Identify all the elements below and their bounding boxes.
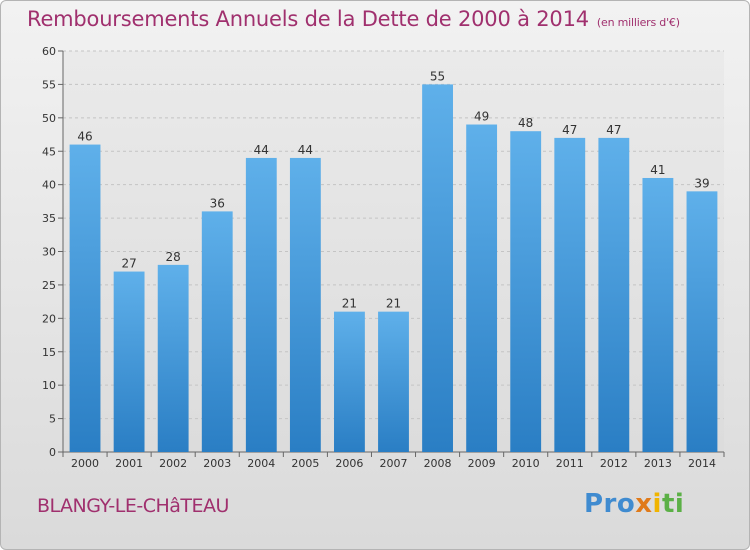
bar-2004 — [245, 157, 277, 452]
bar-2001 — [113, 271, 145, 452]
y-tick-label: 35 — [42, 212, 56, 225]
x-tick-label: 2013 — [644, 457, 672, 470]
data-label-2010: 48 — [518, 116, 533, 130]
y-tick-label: 60 — [42, 45, 56, 58]
x-tick-label: 2004 — [247, 457, 275, 470]
data-labels: 46 27 28 36 44 44 21 21 55 49 48 47 47 41 39 — [77, 69, 709, 310]
bar-2012 — [598, 137, 630, 452]
bars — [69, 84, 718, 453]
bar-2014 — [686, 191, 718, 452]
bar-2002 — [157, 264, 189, 452]
data-label-2001: 27 — [121, 257, 136, 271]
y-tick-label: 15 — [42, 346, 56, 359]
bar-2003 — [201, 211, 233, 452]
x-tick-label: 2010 — [512, 457, 540, 470]
data-label-2007: 21 — [386, 297, 401, 311]
data-label-2000: 46 — [77, 130, 92, 144]
x-tick-label: 2001 — [115, 457, 143, 470]
bar-2009 — [466, 124, 498, 453]
bar-2005 — [289, 157, 321, 452]
data-label-2008: 55 — [430, 69, 445, 83]
y-tick-label: 40 — [42, 179, 56, 192]
bar-2000 — [69, 144, 101, 453]
bar-2013 — [642, 177, 674, 452]
x-tick-label: 2007 — [380, 457, 408, 470]
chart-title: Remboursements Annuels de la Dette de 20… — [27, 7, 680, 31]
y-tick-label: 25 — [42, 279, 56, 292]
data-label-2009: 49 — [474, 110, 489, 124]
data-label-2011: 47 — [562, 123, 577, 137]
data-label-2006: 21 — [342, 297, 357, 311]
y-tick-label: 45 — [42, 145, 56, 158]
chart-subtitle: (en milliers d'€) — [596, 16, 680, 29]
x-tick-label: 2002 — [159, 457, 187, 470]
y-tick-label: 20 — [42, 312, 56, 325]
y-tick-label: 5 — [49, 413, 56, 426]
data-label-2014: 39 — [694, 176, 709, 190]
x-tick-label: 2008 — [424, 457, 452, 470]
proxiti-logo: Proxiti — [584, 489, 684, 519]
data-label-2002: 28 — [166, 250, 181, 264]
bar-2008 — [422, 84, 453, 453]
chart-title-text: Remboursements Annuels de la Dette de 20… — [27, 7, 589, 31]
y-tick-label: 55 — [42, 78, 56, 91]
x-tick-label: 2009 — [468, 457, 496, 470]
bar-2006 — [334, 311, 365, 452]
bar-chart: 0 5 10 15 20 25 30 35 40 45 50 55 60 2000 2001 2002 2003… — [42, 45, 725, 470]
data-label-2012: 47 — [606, 123, 621, 137]
bar-2011 — [554, 137, 586, 452]
y-tick-label: 10 — [42, 379, 56, 392]
commune-name: BLANGY-LE-CHâTEAU — [37, 495, 229, 517]
x-tick-label: 2011 — [556, 457, 584, 470]
y-tick-label: 0 — [49, 446, 56, 459]
data-label-2004: 44 — [254, 143, 269, 157]
data-label-2003: 36 — [210, 196, 225, 210]
logo-part-4: ti — [661, 489, 685, 519]
logo-part-3: i — [652, 489, 662, 519]
data-label-2005: 44 — [298, 143, 313, 157]
bar-2010 — [510, 131, 542, 452]
logo-part-1: Pro — [584, 489, 636, 519]
x-tick-label: 2006 — [335, 457, 363, 470]
y-tick-label: 30 — [42, 246, 56, 259]
data-label-2013: 41 — [650, 163, 665, 177]
y-tick-label: 50 — [42, 112, 56, 125]
x-tick-label: 2014 — [688, 457, 716, 470]
x-tick-label: 2005 — [291, 457, 319, 470]
x-tick-label: 2012 — [600, 457, 628, 470]
logo-part-2: x — [635, 489, 653, 519]
x-tick-label: 2003 — [203, 457, 231, 470]
bar-2007 — [378, 311, 409, 452]
x-tick-label: 2000 — [71, 457, 99, 470]
